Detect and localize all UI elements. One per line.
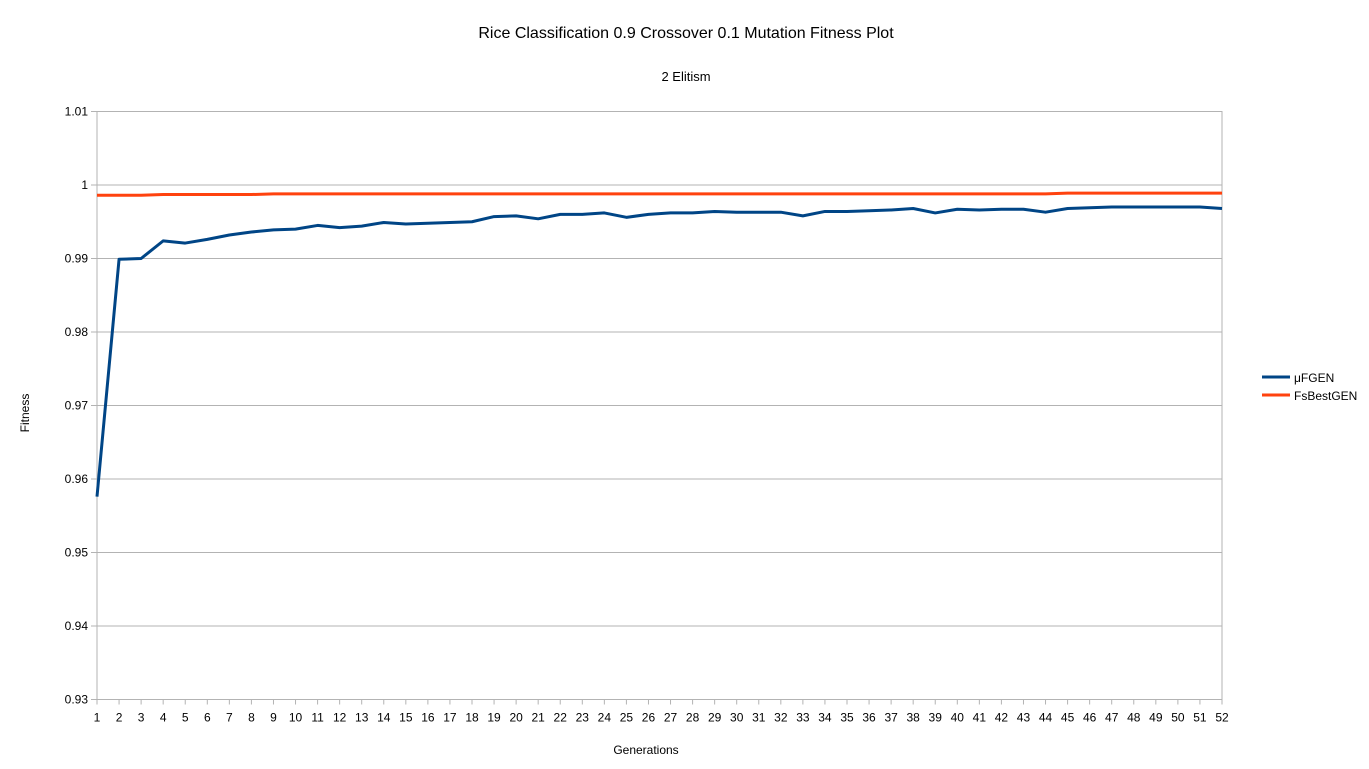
series-lines bbox=[95, 191, 1223, 497]
x-tick-label: 32 bbox=[774, 711, 788, 725]
x-tick-label: 43 bbox=[1017, 711, 1031, 725]
x-tick-label: 6 bbox=[204, 711, 211, 725]
series-line-0 bbox=[95, 205, 1223, 497]
x-tick-label: 49 bbox=[1149, 711, 1163, 725]
x-tick-label: 35 bbox=[840, 711, 854, 725]
x-tick-label: 19 bbox=[487, 711, 501, 725]
y-tick-label: 1 bbox=[81, 178, 88, 192]
x-tick-label: 30 bbox=[730, 711, 744, 725]
y-tick-label: 0.97 bbox=[65, 399, 89, 413]
x-tick-label: 42 bbox=[995, 711, 1009, 725]
x-tick-label: 14 bbox=[377, 711, 391, 725]
x-tick-label: 36 bbox=[862, 711, 876, 725]
y-tick-label: 0.95 bbox=[65, 546, 89, 560]
x-tick-label: 11 bbox=[311, 711, 324, 725]
x-tick-label: 5 bbox=[182, 711, 189, 725]
y-axis-ticks: 0.93 0.94 0.95 0.96 0.97 0.98 0.99 1 1.01 bbox=[65, 105, 97, 707]
x-tick-label: 7 bbox=[226, 711, 233, 725]
x-tick-label: 48 bbox=[1127, 711, 1141, 725]
y-tick-label: 0.96 bbox=[65, 472, 89, 486]
x-tick-label: 10 bbox=[289, 711, 303, 725]
y-axis-label: Fitness bbox=[18, 394, 32, 433]
x-tick-label: 16 bbox=[421, 711, 435, 725]
x-tick-label: 29 bbox=[708, 711, 722, 725]
x-tick-label: 40 bbox=[951, 711, 965, 725]
x-tick-label: 18 bbox=[465, 711, 479, 725]
x-tick-label: 24 bbox=[598, 711, 612, 725]
x-tick-label: 44 bbox=[1039, 711, 1053, 725]
x-tick-label: 3 bbox=[138, 711, 145, 725]
x-tick-label: 20 bbox=[509, 711, 523, 725]
legend: μFGEN FsBestGEN bbox=[1262, 371, 1357, 403]
x-tick-label: 38 bbox=[906, 711, 920, 725]
x-tick-label: 45 bbox=[1061, 711, 1075, 725]
x-tick-label: 52 bbox=[1215, 711, 1229, 725]
x-tick-label: 41 bbox=[973, 711, 987, 725]
y-tick-label: 0.94 bbox=[65, 619, 89, 633]
x-tick-label: 37 bbox=[884, 711, 898, 725]
chart-subtitle: 2 Elitism bbox=[661, 69, 710, 84]
x-axis-label: Generations bbox=[613, 743, 678, 757]
x-axis-ticks: 1 2 3 4 5 6 7 8 9 10 11 12 13 14 15 16 17 18 19 20 21 22 23 24 2… bbox=[94, 699, 1229, 725]
x-tick-label: 26 bbox=[642, 711, 656, 725]
y-tick-label: 1.01 bbox=[65, 105, 89, 119]
y-tick-label: 0.98 bbox=[65, 325, 89, 339]
x-tick-label: 2 bbox=[116, 711, 123, 725]
x-tick-label: 4 bbox=[160, 711, 167, 725]
gridlines bbox=[97, 111, 1222, 700]
chart-title: Rice Classification 0.9 Crossover 0.1 Mu… bbox=[478, 25, 894, 42]
y-tick-label: 0.99 bbox=[65, 252, 89, 266]
x-tick-label: 15 bbox=[399, 711, 413, 725]
x-tick-label: 33 bbox=[796, 711, 810, 725]
x-tick-label: 39 bbox=[929, 711, 943, 725]
x-tick-label: 28 bbox=[686, 711, 700, 725]
legend-label-0: μFGEN bbox=[1294, 371, 1334, 385]
x-tick-label: 46 bbox=[1083, 711, 1097, 725]
x-tick-label: 12 bbox=[333, 711, 347, 725]
y-tick-label: 0.93 bbox=[65, 693, 89, 707]
x-tick-label: 9 bbox=[270, 711, 277, 725]
x-tick-label: 34 bbox=[818, 711, 832, 725]
x-tick-label: 22 bbox=[554, 711, 568, 725]
x-tick-label: 27 bbox=[664, 711, 678, 725]
x-tick-label: 50 bbox=[1171, 711, 1185, 725]
x-tick-label: 31 bbox=[752, 711, 766, 725]
x-tick-label: 8 bbox=[248, 711, 255, 725]
legend-label-1: FsBestGEN bbox=[1294, 389, 1357, 403]
series-line-1 bbox=[97, 191, 1222, 197]
x-tick-label: 21 bbox=[531, 711, 545, 725]
x-tick-label: 47 bbox=[1105, 711, 1119, 725]
x-tick-label: 25 bbox=[620, 711, 634, 725]
x-tick-label: 23 bbox=[576, 711, 590, 725]
x-tick-label: 51 bbox=[1193, 711, 1207, 725]
x-tick-label: 1 bbox=[94, 711, 101, 725]
x-tick-label: 13 bbox=[355, 711, 369, 725]
x-tick-label: 17 bbox=[443, 711, 457, 725]
